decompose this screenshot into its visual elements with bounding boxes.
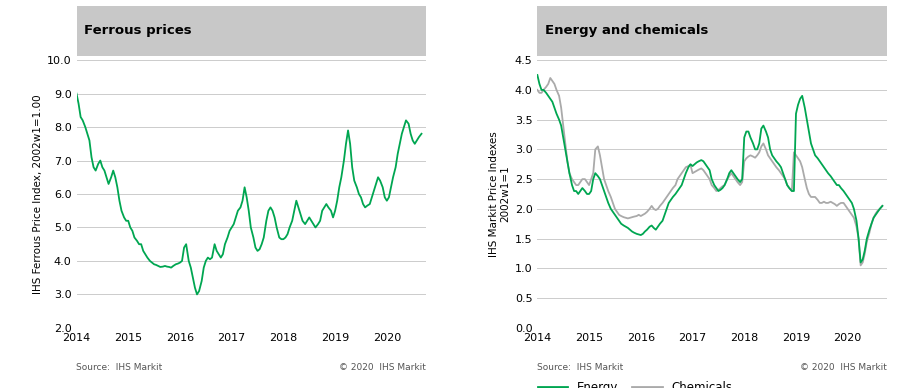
Chemicals [629,214,640,219]
Chemicals [821,201,832,205]
Text: © 2020  IHS Markit: © 2020 IHS Markit [338,364,426,372]
Energy [855,260,866,265]
Chemicals [864,230,875,235]
Chemicals [877,204,887,208]
Energy [626,229,637,234]
Energy [835,186,846,191]
Energy [532,73,543,77]
Text: Energy and chemicals: Energy and chemicals [544,24,708,37]
Energy [646,223,657,228]
Chemicals [855,263,866,268]
Text: Source:  IHS Markit: Source: IHS Markit [537,364,624,372]
Chemicals [648,206,659,211]
Line: Energy: Energy [537,75,882,262]
Chemicals [532,88,543,92]
Chemicals [662,195,672,199]
Energy [861,236,872,241]
Chemicals [544,76,555,80]
Text: © 2020  IHS Markit: © 2020 IHS Markit [799,364,886,372]
Energy [818,165,829,170]
Energy [659,213,670,217]
Energy [877,204,887,208]
Text: Ferrous prices: Ferrous prices [84,24,192,37]
Legend: Energy, Chemicals: Energy, Chemicals [533,377,737,388]
Y-axis label: IHS Markit Price Indexes
2002w1=1: IHS Markit Price Indexes 2002w1=1 [489,131,510,257]
Line: Chemicals: Chemicals [537,78,882,265]
Y-axis label: IHS Ferrous Price Index, 2002w1=1.00: IHS Ferrous Price Index, 2002w1=1.00 [32,94,43,294]
Text: Source:  IHS Markit: Source: IHS Markit [76,364,163,372]
Chemicals [838,201,849,205]
